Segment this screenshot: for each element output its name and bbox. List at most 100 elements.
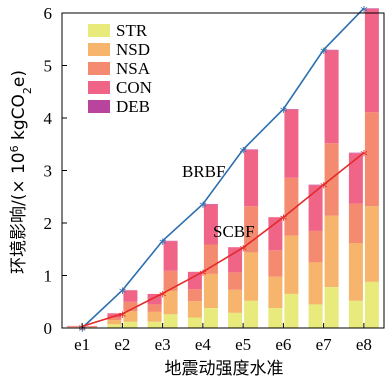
bar-segment-brbf-e8-deb <box>364 8 379 9</box>
x-tick-label-e2: e2 <box>114 335 130 354</box>
bar-segment-scbf-e7-deb <box>308 184 323 186</box>
bar-segment-brbf-e8-nsa <box>364 112 379 207</box>
y-tick-label-4: 4 <box>44 109 53 128</box>
point-scbf-e8: ∗ <box>359 146 369 162</box>
y-axis-title: 环境影响/(× 106 kgCO2e) <box>8 70 34 274</box>
x-tick-label-e6: e6 <box>275 335 291 354</box>
bar-segment-brbf-e3-nsd <box>163 290 178 315</box>
bar-segment-scbf-e1-con <box>67 325 82 327</box>
point-brbf-e2: ∗ <box>118 283 128 299</box>
line-scbf <box>81 152 365 328</box>
legend-label-nsd: NSD <box>116 40 150 59</box>
point-brbf-e5: ∗ <box>238 143 248 159</box>
bar-segment-scbf-e8-nsd <box>348 242 363 301</box>
legend-swatch-nsd <box>88 43 110 56</box>
bar-segment-brbf-e1-nsd <box>83 326 98 328</box>
bar-segment-scbf-e8-deb <box>348 152 363 154</box>
bar-segment-scbf-e6-nsd <box>268 276 283 309</box>
bar-segment-brbf-e8-nsd <box>364 206 379 282</box>
bar-segment-scbf-e5-con <box>228 247 243 273</box>
x-tick-label-e1: e1 <box>74 335 90 354</box>
bar-segment-scbf-e8-str <box>348 300 363 328</box>
y-tick-label-3: 3 <box>44 162 53 181</box>
bar-segment-brbf-e6-deb <box>284 109 299 110</box>
bar-segment-scbf-e4-nsd <box>187 301 202 318</box>
bar-segment-brbf-e5-deb <box>244 149 259 150</box>
point-brbf-e7: ∗ <box>319 43 329 59</box>
point-scbf-e5: ∗ <box>238 241 248 257</box>
legend-label-nsa: NSA <box>116 59 151 78</box>
bar-segment-brbf-e4-con <box>203 204 218 245</box>
bar-segment-brbf-e3-deb <box>163 240 178 242</box>
y-tick-label-6: 6 <box>44 4 53 23</box>
bar-segment-scbf-e3-con <box>147 293 162 305</box>
bar-segment-brbf-e3-con <box>163 241 178 271</box>
bar-segment-brbf-e7-nsa <box>324 143 339 216</box>
bar-segment-scbf-e1-nsa <box>67 326 82 327</box>
bar-segment-scbf-e2-str <box>107 324 122 328</box>
brbf-annotation: BRBF <box>182 162 225 181</box>
y-tick-label-0: 0 <box>44 319 53 338</box>
bar-segment-brbf-e4-str <box>203 308 218 328</box>
bar-segment-scbf-e6-str <box>268 308 283 328</box>
bar-segment-scbf-e4-str <box>187 317 202 328</box>
axes: 0 1 2 3 4 5 6 e1 e2 e3 e4 e5 e6 e7 e8 <box>44 4 385 354</box>
point-brbf-e8: ∗ <box>359 1 369 17</box>
bar-segment-scbf-e2-nsa <box>107 317 122 321</box>
bar-stacks <box>67 8 379 328</box>
bar-segment-scbf-e1-nsd <box>67 326 82 328</box>
bar-segment-brbf-e7-str <box>324 287 339 328</box>
bar-segment-scbf-e3-nsd <box>147 311 162 322</box>
point-brbf-e3: ∗ <box>158 234 168 250</box>
bar-segment-brbf-e2-con <box>123 290 138 302</box>
scbf-annotation: SCBF <box>213 222 255 241</box>
bar-segment-scbf-e3-nsa <box>147 304 162 312</box>
bar-segment-brbf-e5-con <box>244 150 259 207</box>
bar-segment-brbf-e7-con <box>324 50 339 144</box>
bar-segment-scbf-e7-nsa <box>308 230 323 263</box>
bar-segment-scbf-e5-nsa <box>228 272 243 290</box>
bar-segment-brbf-e2-nsa <box>123 301 138 312</box>
bar-segment-brbf-e5-nsd <box>244 252 259 301</box>
bar-segment-scbf-e5-str <box>228 312 243 328</box>
x-tick-label-e7: e7 <box>316 335 333 354</box>
bar-segment-brbf-e4-nsa <box>203 244 218 274</box>
point-brbf-e1: ∗ <box>77 321 87 337</box>
x-tick-label-e4: e4 <box>195 335 212 354</box>
y-tick-label-5: 5 <box>44 57 53 76</box>
legend-label-deb: DEB <box>116 97 150 116</box>
bar-segment-brbf-e5-str <box>244 300 259 328</box>
bar-segment-scbf-e3-str <box>147 321 162 328</box>
legend-label-str: STR <box>116 21 148 40</box>
bar-segment-scbf-e7-con <box>308 185 323 231</box>
bar-segment-scbf-e8-con <box>348 153 363 204</box>
point-scbf-e6: ∗ <box>279 210 289 226</box>
y-tick-label-1: 1 <box>44 267 53 286</box>
x-tick-label-e5: e5 <box>235 335 251 354</box>
bar-segment-brbf-e1-nsa <box>83 326 98 327</box>
legend-swatch-str <box>88 24 110 37</box>
bar-segment-scbf-e4-con <box>187 271 202 290</box>
bar-segment-scbf-e4-nsa <box>187 289 202 302</box>
bar-segment-scbf-e2-con <box>107 313 122 318</box>
bar-segment-brbf-e5-nsa <box>244 206 259 253</box>
y-tick-label-2: 2 <box>44 214 53 233</box>
bar-segment-brbf-e3-nsa <box>163 270 178 291</box>
bar-segment-brbf-e4-deb <box>203 204 218 205</box>
bar-segment-scbf-e6-nsa <box>268 250 283 277</box>
line-brbf <box>81 7 365 329</box>
bar-segment-scbf-e5-nsd <box>228 289 243 313</box>
point-scbf-e2: ∗ <box>118 307 128 323</box>
point-scbf-e3: ∗ <box>158 286 168 302</box>
legend-swatch-deb <box>88 100 110 113</box>
bar-segment-brbf-e6-con <box>284 109 299 178</box>
legend-swatch-con <box>88 81 110 94</box>
legend-swatch-nsa <box>88 62 110 75</box>
bar-segment-scbf-e8-nsa <box>348 203 363 243</box>
point-brbf-e6: ∗ <box>279 102 289 118</box>
legend-label-con: CON <box>116 78 152 97</box>
bar-segment-brbf-e7-nsd <box>324 215 339 287</box>
point-scbf-e4: ∗ <box>198 265 208 281</box>
bar-segment-brbf-e1-con <box>83 325 98 327</box>
